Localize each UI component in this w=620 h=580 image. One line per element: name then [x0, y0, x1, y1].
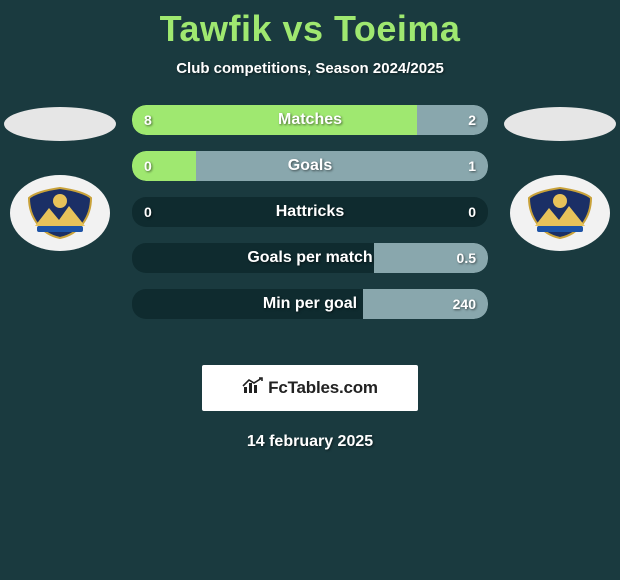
chart-icon: [242, 377, 264, 400]
player-left-club-logo: [10, 175, 110, 251]
stat-fill-right: [196, 151, 488, 181]
stat-fill-right: [363, 289, 488, 319]
stat-row-hattricks: 0 Hattricks 0: [132, 197, 488, 227]
stat-value-right: 0: [468, 197, 476, 227]
player-left-photo-placeholder: [4, 107, 116, 141]
stat-label: Hattricks: [132, 197, 488, 227]
stat-fill-right: [374, 243, 488, 273]
stat-fill-left: [132, 105, 417, 135]
page-title: Tawfik vs Toeima: [0, 0, 620, 50]
stat-row-matches: 8 Matches 2: [132, 105, 488, 135]
stat-fill-left: [132, 151, 196, 181]
stat-bars: 8 Matches 2 0 Goals 1 0 Hattricks 0 Goal…: [132, 105, 488, 335]
player-right-club-logo: [510, 175, 610, 251]
stat-row-goals-per-match: Goals per match 0.5: [132, 243, 488, 273]
stat-value-left: 0: [144, 197, 152, 227]
right-player-badge-area: [500, 105, 620, 325]
pyramids-club-logo-icon: [25, 186, 95, 240]
brand-box[interactable]: FcTables.com: [202, 365, 418, 411]
subtitle: Club competitions, Season 2024/2025: [0, 60, 620, 77]
date-line: 14 february 2025: [0, 433, 620, 451]
left-player-badge-area: [0, 105, 120, 325]
pyramids-club-logo-icon: [525, 186, 595, 240]
stat-fill-right: [417, 105, 488, 135]
brand-text: FcTables.com: [268, 378, 378, 398]
comparison-stage: 8 Matches 2 0 Goals 1 0 Hattricks 0 Goal…: [0, 105, 620, 365]
player-right-photo-placeholder: [504, 107, 616, 141]
stat-row-goals: 0 Goals 1: [132, 151, 488, 181]
stat-row-min-per-goal: Min per goal 240: [132, 289, 488, 319]
